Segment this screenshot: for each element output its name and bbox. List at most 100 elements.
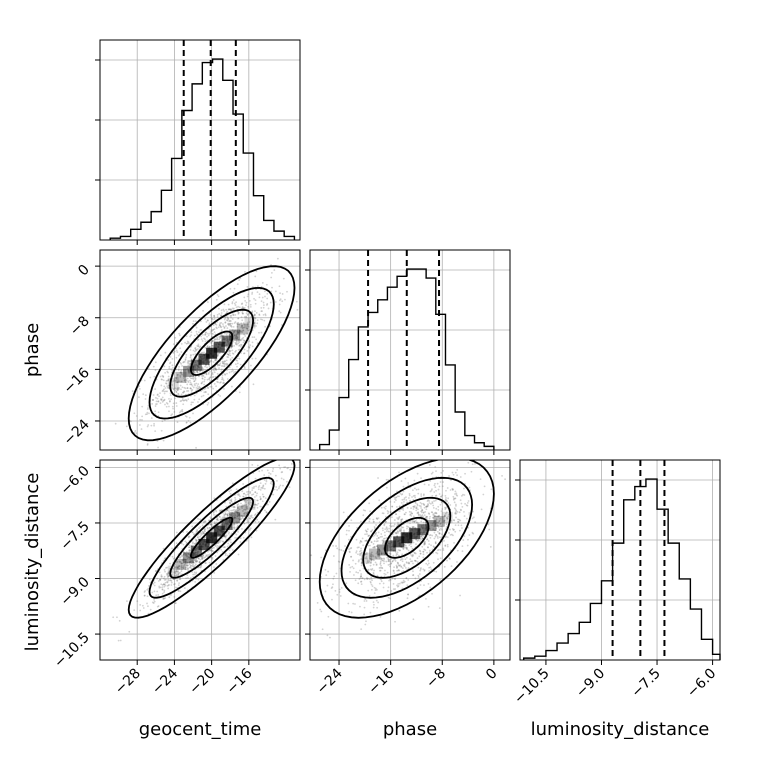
sample-point <box>384 507 387 510</box>
sample-point <box>231 322 234 325</box>
sample-point <box>187 371 190 374</box>
sample-point <box>153 422 155 425</box>
sample-point <box>156 403 158 405</box>
sample-point <box>405 556 408 559</box>
sample-point <box>163 392 166 395</box>
sample-point <box>164 387 167 389</box>
sample-point <box>245 316 248 319</box>
sample-point <box>210 548 212 551</box>
sample-point <box>175 377 178 379</box>
sample-point <box>439 536 441 539</box>
sample-point <box>367 569 370 572</box>
sample-point <box>226 319 229 322</box>
sample-point <box>228 350 230 353</box>
sample-point <box>407 561 410 564</box>
sample-point <box>162 399 165 402</box>
sample-point <box>193 398 196 401</box>
sample-point <box>213 328 216 330</box>
sample-point <box>319 608 322 611</box>
sample-point <box>228 490 231 493</box>
sample-point <box>380 553 383 555</box>
sample-point <box>422 550 425 553</box>
sample-point <box>266 292 269 295</box>
sample-point <box>161 575 163 578</box>
density-cell <box>221 518 233 530</box>
sample-point <box>270 263 272 266</box>
sample-point <box>226 509 228 512</box>
sample-point <box>435 489 437 492</box>
sample-point <box>226 327 229 329</box>
sample-point <box>246 507 248 510</box>
sample-point <box>258 313 261 316</box>
sample-point <box>190 383 193 386</box>
sample-point <box>143 594 146 597</box>
sample-point <box>452 498 455 501</box>
sample-point <box>189 560 192 563</box>
sample-point <box>252 487 255 490</box>
sample-point <box>257 521 260 523</box>
sample-point <box>192 561 195 563</box>
x-tick-label-phase: −24 <box>314 665 346 697</box>
sample-point <box>234 513 236 515</box>
sample-point <box>230 499 233 502</box>
sample-point <box>242 322 245 324</box>
sample-point <box>184 568 187 571</box>
sample-point <box>228 324 230 327</box>
sample-point <box>229 325 232 327</box>
sample-point <box>367 568 370 571</box>
sample-point <box>375 599 378 602</box>
sample-point <box>173 411 176 413</box>
sample-point <box>425 515 428 518</box>
sample-point <box>193 334 196 337</box>
sample-point <box>255 529 258 532</box>
sample-point <box>365 577 368 580</box>
sample-point <box>167 571 170 574</box>
sample-point <box>155 403 157 406</box>
sample-point <box>251 336 254 339</box>
sample-point <box>393 519 396 521</box>
sample-point <box>461 505 464 508</box>
sample-point <box>198 561 201 564</box>
sample-point <box>210 329 213 331</box>
sample-point <box>210 517 213 520</box>
sample-point <box>233 516 236 518</box>
sample-point <box>427 540 430 542</box>
sample-point <box>153 584 156 587</box>
sample-point <box>379 562 382 564</box>
sample-point <box>242 312 244 315</box>
sample-point <box>427 559 430 562</box>
sample-point <box>389 500 392 503</box>
sample-point <box>251 345 254 348</box>
sample-point <box>262 304 265 306</box>
sample-point <box>398 582 401 585</box>
sample-point <box>370 558 373 561</box>
sample-point <box>183 379 186 382</box>
sample-point <box>395 564 398 567</box>
sample-point <box>187 369 190 372</box>
sample-point <box>263 290 266 293</box>
sample-point <box>403 497 406 499</box>
sample-point <box>456 468 459 471</box>
sample-point <box>201 555 204 558</box>
sample-point <box>455 516 457 519</box>
sample-point <box>195 370 198 373</box>
sample-point <box>240 338 243 341</box>
sample-point <box>201 377 204 380</box>
sample-point <box>190 383 193 386</box>
plot-area <box>310 460 506 639</box>
sample-point <box>247 490 250 493</box>
sample-point <box>366 560 369 563</box>
sample-point <box>429 536 432 539</box>
sample-point <box>415 521 418 524</box>
sample-point <box>211 371 214 374</box>
sample-point <box>168 596 171 599</box>
sample-point <box>411 547 414 550</box>
sample-point <box>406 506 409 509</box>
sample-point <box>230 541 232 544</box>
sample-point <box>413 521 416 523</box>
sample-point <box>415 488 418 491</box>
sample-point <box>210 317 213 320</box>
sample-point <box>210 344 213 347</box>
sample-point <box>248 328 251 331</box>
sample-point <box>444 512 447 515</box>
